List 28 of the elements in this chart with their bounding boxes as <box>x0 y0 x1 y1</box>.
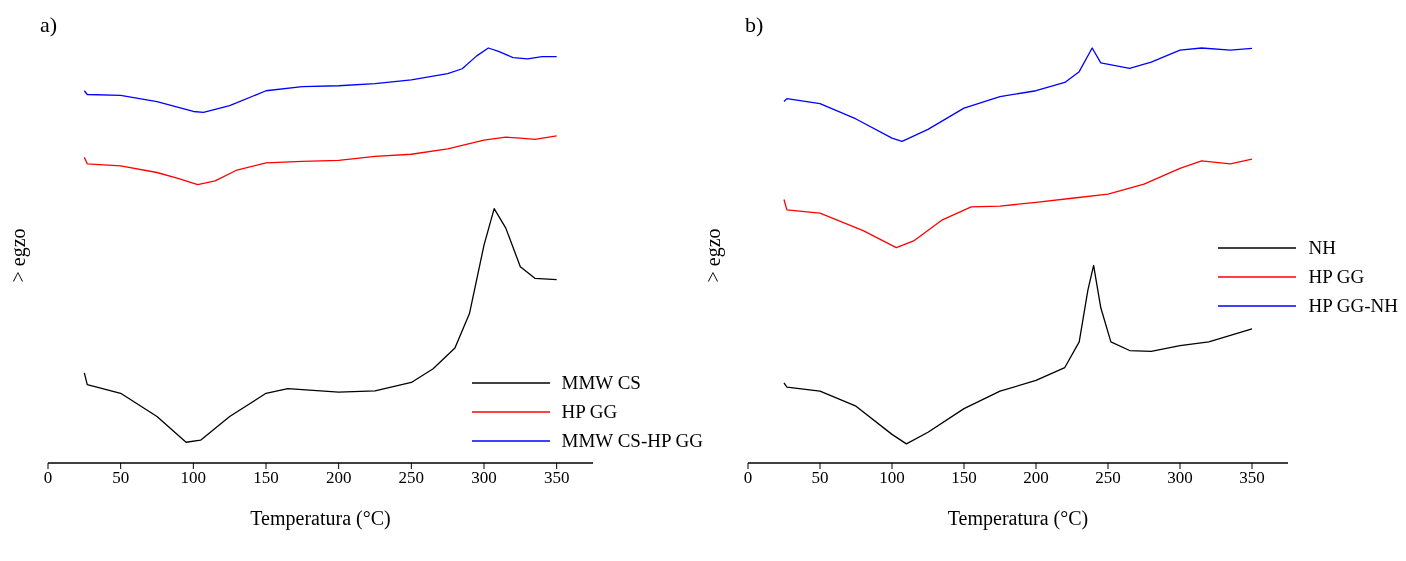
chart-title: b) <box>745 12 764 38</box>
x-tick-label: 0 <box>743 468 753 488</box>
y-axis-title: > egzo <box>7 228 31 283</box>
y-axis-title: > egzo <box>702 228 726 283</box>
x-tick-label: 250 <box>1095 468 1121 488</box>
x-tick-label: 350 <box>1239 468 1265 488</box>
x-tick-label: 150 <box>951 468 977 488</box>
x-tick-label: 0 <box>43 468 53 488</box>
legend-label: MMW CS-HP GG <box>561 429 703 453</box>
legend-label: NH <box>1308 236 1336 260</box>
x-axis-title: Temperatura (°C) <box>250 507 391 530</box>
x-tick-label: 50 <box>112 468 130 488</box>
x-tick-label: 200 <box>325 468 352 488</box>
x-tick-label: 50 <box>811 468 829 488</box>
x-tick-label: 300 <box>471 468 497 488</box>
legend-label: HP GG <box>561 400 618 424</box>
legend-label: HP GG-NH <box>1308 294 1398 318</box>
x-tick-label: 150 <box>253 468 279 488</box>
x-tick-label: 250 <box>398 468 425 488</box>
x-tick-label: 100 <box>879 468 905 488</box>
chart-title: a) <box>40 12 58 38</box>
x-tick-label: 100 <box>180 468 207 488</box>
x-tick-label: 200 <box>1023 468 1049 488</box>
x-tick-label: 300 <box>1167 468 1193 488</box>
x-tick-label: 350 <box>543 468 570 488</box>
x-axis-title: Temperatura (°C) <box>947 507 1089 530</box>
legend-label: HP GG <box>1308 265 1365 289</box>
legend-label: MMW CS <box>561 371 641 395</box>
